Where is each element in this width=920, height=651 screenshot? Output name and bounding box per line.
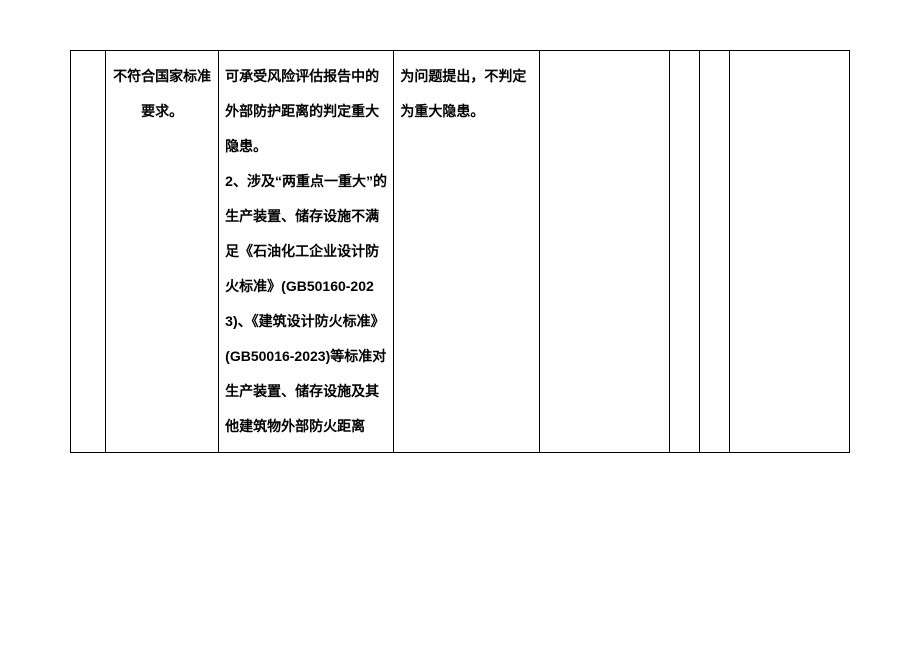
table-cell-2: 可承受风险评估报告中的外部防护距离的判定重大隐患。2、涉及“两重点一重大”的生产… (219, 51, 394, 453)
table-cell-6 (699, 51, 729, 453)
document-table: 不符合国家标准要求。 可承受风险评估报告中的外部防护距离的判定重大隐患。2、涉及… (70, 50, 850, 453)
table-cell-1: 不符合国家标准要求。 (106, 51, 219, 453)
table-row: 不符合国家标准要求。 可承受风险评估报告中的外部防护距离的判定重大隐患。2、涉及… (71, 51, 850, 453)
table-cell-0 (71, 51, 106, 453)
table-cell-7 (729, 51, 849, 453)
table-cell-5 (669, 51, 699, 453)
table-cell-4 (539, 51, 669, 453)
table-cell-3: 为问题提出，不判定为重大隐患。 (394, 51, 539, 453)
